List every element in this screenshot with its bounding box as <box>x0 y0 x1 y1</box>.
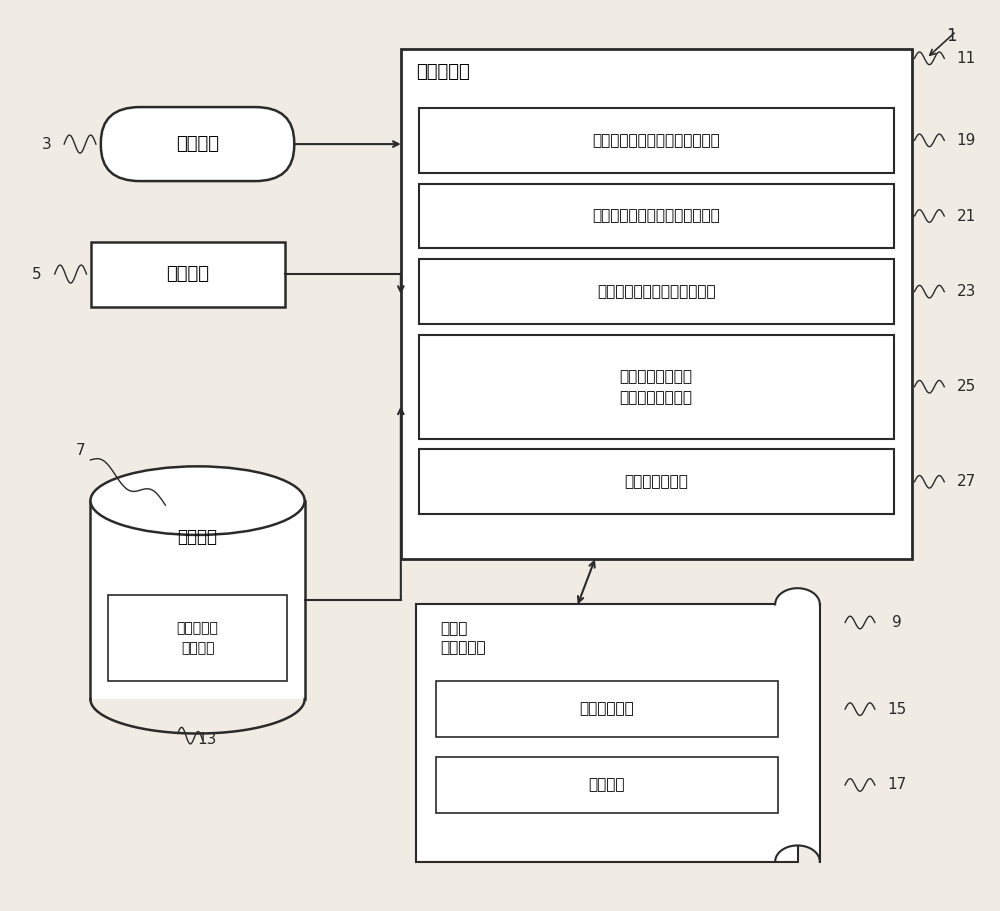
FancyBboxPatch shape <box>401 49 912 559</box>
Text: 分型前残留应力分布运算处理部: 分型前残留应力分布运算处理部 <box>592 133 720 148</box>
Text: 成形对象物
信息文件: 成形对象物 信息文件 <box>177 621 218 655</box>
Text: 3: 3 <box>41 137 51 151</box>
FancyBboxPatch shape <box>419 108 894 173</box>
FancyBboxPatch shape <box>436 757 778 813</box>
Text: 残留应力分布差值运算处理部: 残留应力分布差值运算处理部 <box>597 284 716 299</box>
Text: 25: 25 <box>956 379 976 394</box>
Text: 残留应力分布差值
变化量运算处理部: 残留应力分布差值 变化量运算处理部 <box>620 369 693 404</box>
Polygon shape <box>775 589 820 862</box>
FancyBboxPatch shape <box>419 335 894 438</box>
Text: 21: 21 <box>956 209 976 223</box>
Text: 9: 9 <box>892 615 902 630</box>
Text: 输入装置: 输入装置 <box>167 265 210 283</box>
Text: 作业区域: 作业区域 <box>588 777 625 793</box>
FancyBboxPatch shape <box>91 241 285 307</box>
FancyBboxPatch shape <box>101 107 294 181</box>
Text: 1: 1 <box>946 26 957 45</box>
Text: 分型后残留应力分布运算处理部: 分型后残留应力分布运算处理部 <box>592 209 720 223</box>
FancyBboxPatch shape <box>419 260 894 324</box>
Text: 5: 5 <box>32 267 42 281</box>
Text: 数据存储区域: 数据存储区域 <box>579 701 634 717</box>
Text: 11: 11 <box>956 51 976 66</box>
FancyBboxPatch shape <box>90 501 305 700</box>
FancyBboxPatch shape <box>436 681 778 737</box>
FancyBboxPatch shape <box>419 449 894 514</box>
Text: 云图显示处理部: 云图显示处理部 <box>624 475 688 489</box>
Text: 运算处理部: 运算处理部 <box>416 63 469 81</box>
Text: 作业用
数据存储器: 作业用 数据存储器 <box>441 620 486 656</box>
Text: 存储装置: 存储装置 <box>178 527 218 546</box>
Ellipse shape <box>90 466 305 535</box>
Text: 23: 23 <box>956 284 976 299</box>
FancyBboxPatch shape <box>416 604 798 862</box>
Text: 17: 17 <box>887 777 906 793</box>
Text: 显示装置: 显示装置 <box>176 135 219 153</box>
Text: 19: 19 <box>956 133 976 148</box>
Text: 13: 13 <box>198 732 217 747</box>
FancyBboxPatch shape <box>108 596 287 681</box>
FancyBboxPatch shape <box>419 184 894 249</box>
Text: 27: 27 <box>956 475 976 489</box>
Text: 15: 15 <box>887 701 906 717</box>
Text: 7: 7 <box>76 444 85 458</box>
